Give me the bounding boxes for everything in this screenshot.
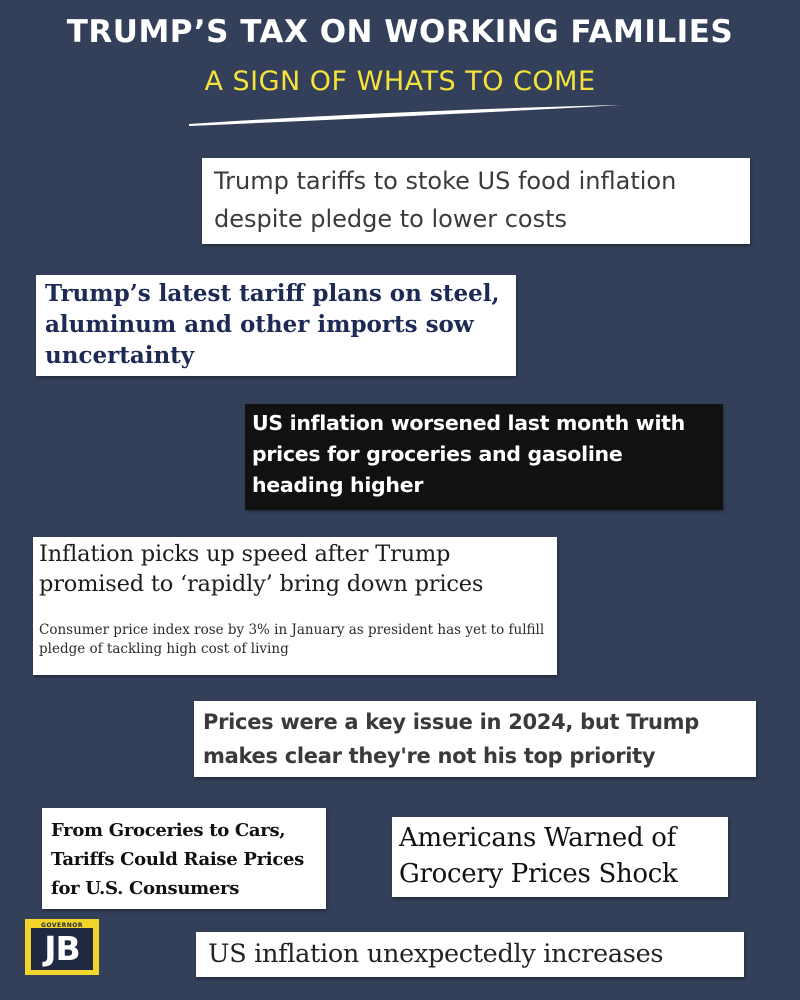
headline-text: Inflation picks up speed after Trump pro… bbox=[39, 541, 484, 597]
headline-text: From Groceries to Cars, Tariffs Could Ra… bbox=[51, 820, 304, 899]
headline-food-inflation: Trump tariffs to stoke US food inflation… bbox=[202, 158, 750, 244]
logo-initials: JB bbox=[31, 928, 93, 970]
headline-tariff-plans: Trump’s latest tariff plans on steel, al… bbox=[36, 275, 516, 376]
headline-inflation-increases: US inflation unexpectedly increases bbox=[196, 932, 744, 977]
governor-jb-logo: GOVERNOR JB bbox=[25, 919, 99, 975]
headline-inflation-speed: Inflation picks up speed after Trump pro… bbox=[33, 537, 557, 675]
headline-subhead: Consumer price index rose by 3% in Janua… bbox=[39, 622, 545, 657]
headline-text: US inflation worsened last month with pr… bbox=[252, 411, 685, 497]
page-subtitle: A SIGN OF WHATS TO COME bbox=[204, 66, 596, 97]
logo-small-text: GOVERNOR bbox=[41, 922, 83, 929]
headline-inflation-worsened: US inflation worsened last month with pr… bbox=[245, 404, 723, 510]
headline-text: Trump tariffs to stoke US food inflation… bbox=[214, 167, 677, 233]
headline-prices-priority: Prices were a key issue in 2024, but Tru… bbox=[194, 701, 756, 777]
headline-text: Americans Warned of Grocery Prices Shock bbox=[399, 823, 678, 889]
headline-text: US inflation unexpectedly increases bbox=[208, 939, 664, 969]
underline-swoosh bbox=[189, 105, 621, 126]
headline-text: Trump’s latest tariff plans on steel, al… bbox=[45, 280, 500, 369]
page-title: TRUMP’S TAX ON WORKING FAMILIES bbox=[66, 14, 734, 50]
headline-groceries-to-cars: From Groceries to Cars, Tariffs Could Ra… bbox=[42, 808, 326, 909]
headline-text: Prices were a key issue in 2024, but Tru… bbox=[203, 710, 699, 768]
headline-grocery-shock: Americans Warned of Grocery Prices Shock bbox=[392, 817, 728, 897]
